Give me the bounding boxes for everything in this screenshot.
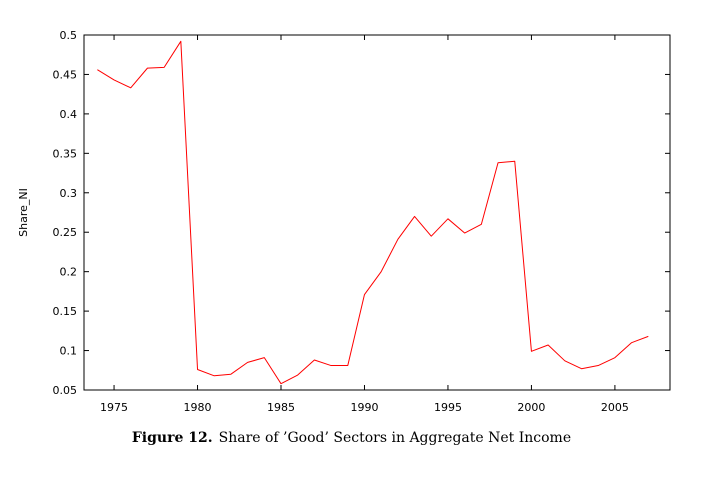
data-point xyxy=(262,355,267,360)
data-point xyxy=(512,159,517,164)
data-point xyxy=(329,363,334,368)
data-point xyxy=(596,363,601,368)
y-tick-label: 0.5 xyxy=(60,29,78,42)
y-tick-label: 0.4 xyxy=(60,108,78,121)
x-tick-label: 2000 xyxy=(517,401,545,414)
data-point xyxy=(462,231,467,236)
data-point xyxy=(279,381,284,386)
data-point xyxy=(245,360,250,365)
series-layer xyxy=(95,39,651,386)
x-tick-label: 1995 xyxy=(434,401,462,414)
data-point xyxy=(195,367,200,372)
y-tick-label: 0.15 xyxy=(53,305,78,318)
data-point xyxy=(429,234,434,239)
plot-frame xyxy=(83,34,671,391)
x-tick-label: 1980 xyxy=(184,401,212,414)
data-point xyxy=(646,334,651,339)
data-point xyxy=(128,85,133,90)
data-point xyxy=(562,358,567,363)
x-tick-label: 1990 xyxy=(350,401,378,414)
data-point xyxy=(579,366,584,371)
data-point xyxy=(345,363,350,368)
x-tick-label: 1985 xyxy=(267,401,295,414)
data-point xyxy=(228,372,233,377)
data-point xyxy=(112,77,117,82)
y-tick-label: 0.1 xyxy=(60,345,78,358)
data-point xyxy=(295,373,300,378)
y-tick-label: 0.35 xyxy=(53,147,78,160)
axis-ticks xyxy=(84,34,670,391)
data-point xyxy=(312,358,317,363)
data-point xyxy=(529,349,534,354)
data-point xyxy=(362,292,367,297)
data-point xyxy=(629,340,634,345)
y-tick-label: 0.2 xyxy=(60,266,78,279)
x-tick-labels: 1975 1980 1985 1990 1995 2000 2005 xyxy=(100,401,629,414)
data-point xyxy=(145,66,150,71)
data-point xyxy=(178,39,183,44)
y-tick-labels: 0.05 0.1 0.15 0.2 0.25 0.3 0.35 0.4 0.45 0.5 xyxy=(53,29,78,397)
x-tick-label: 2005 xyxy=(601,401,629,414)
data-point xyxy=(445,216,450,221)
data-point xyxy=(412,214,417,219)
figure-number: Figure 12. xyxy=(131,430,213,446)
data-point xyxy=(546,343,551,348)
figure-caption-text: Share of ’Good’ Sectors in Aggregate Net… xyxy=(218,430,572,446)
data-point xyxy=(479,222,484,227)
figure-caption: Figure 12. Share of ’Good’ Sectors in Agg… xyxy=(0,430,703,446)
data-point xyxy=(496,160,501,165)
y-axis-title: Share_NI xyxy=(17,188,30,237)
data-point xyxy=(612,355,617,360)
line-chart: Share_NI 1975 1980 1985 1990 1995 2000 2005 0.… xyxy=(17,29,671,414)
y-axis-title-group: Share_NI xyxy=(17,188,30,237)
x-tick-label: 1975 xyxy=(100,401,128,414)
y-tick-label: 0.45 xyxy=(53,68,78,81)
data-point xyxy=(395,237,400,242)
data-point xyxy=(212,373,217,378)
data-point xyxy=(162,65,167,70)
data-point xyxy=(379,269,384,274)
y-tick-label: 0.05 xyxy=(53,384,78,397)
y-tick-label: 0.3 xyxy=(60,187,78,200)
data-point xyxy=(95,67,100,72)
y-tick-label: 0.25 xyxy=(53,226,78,239)
series-line xyxy=(97,40,649,385)
